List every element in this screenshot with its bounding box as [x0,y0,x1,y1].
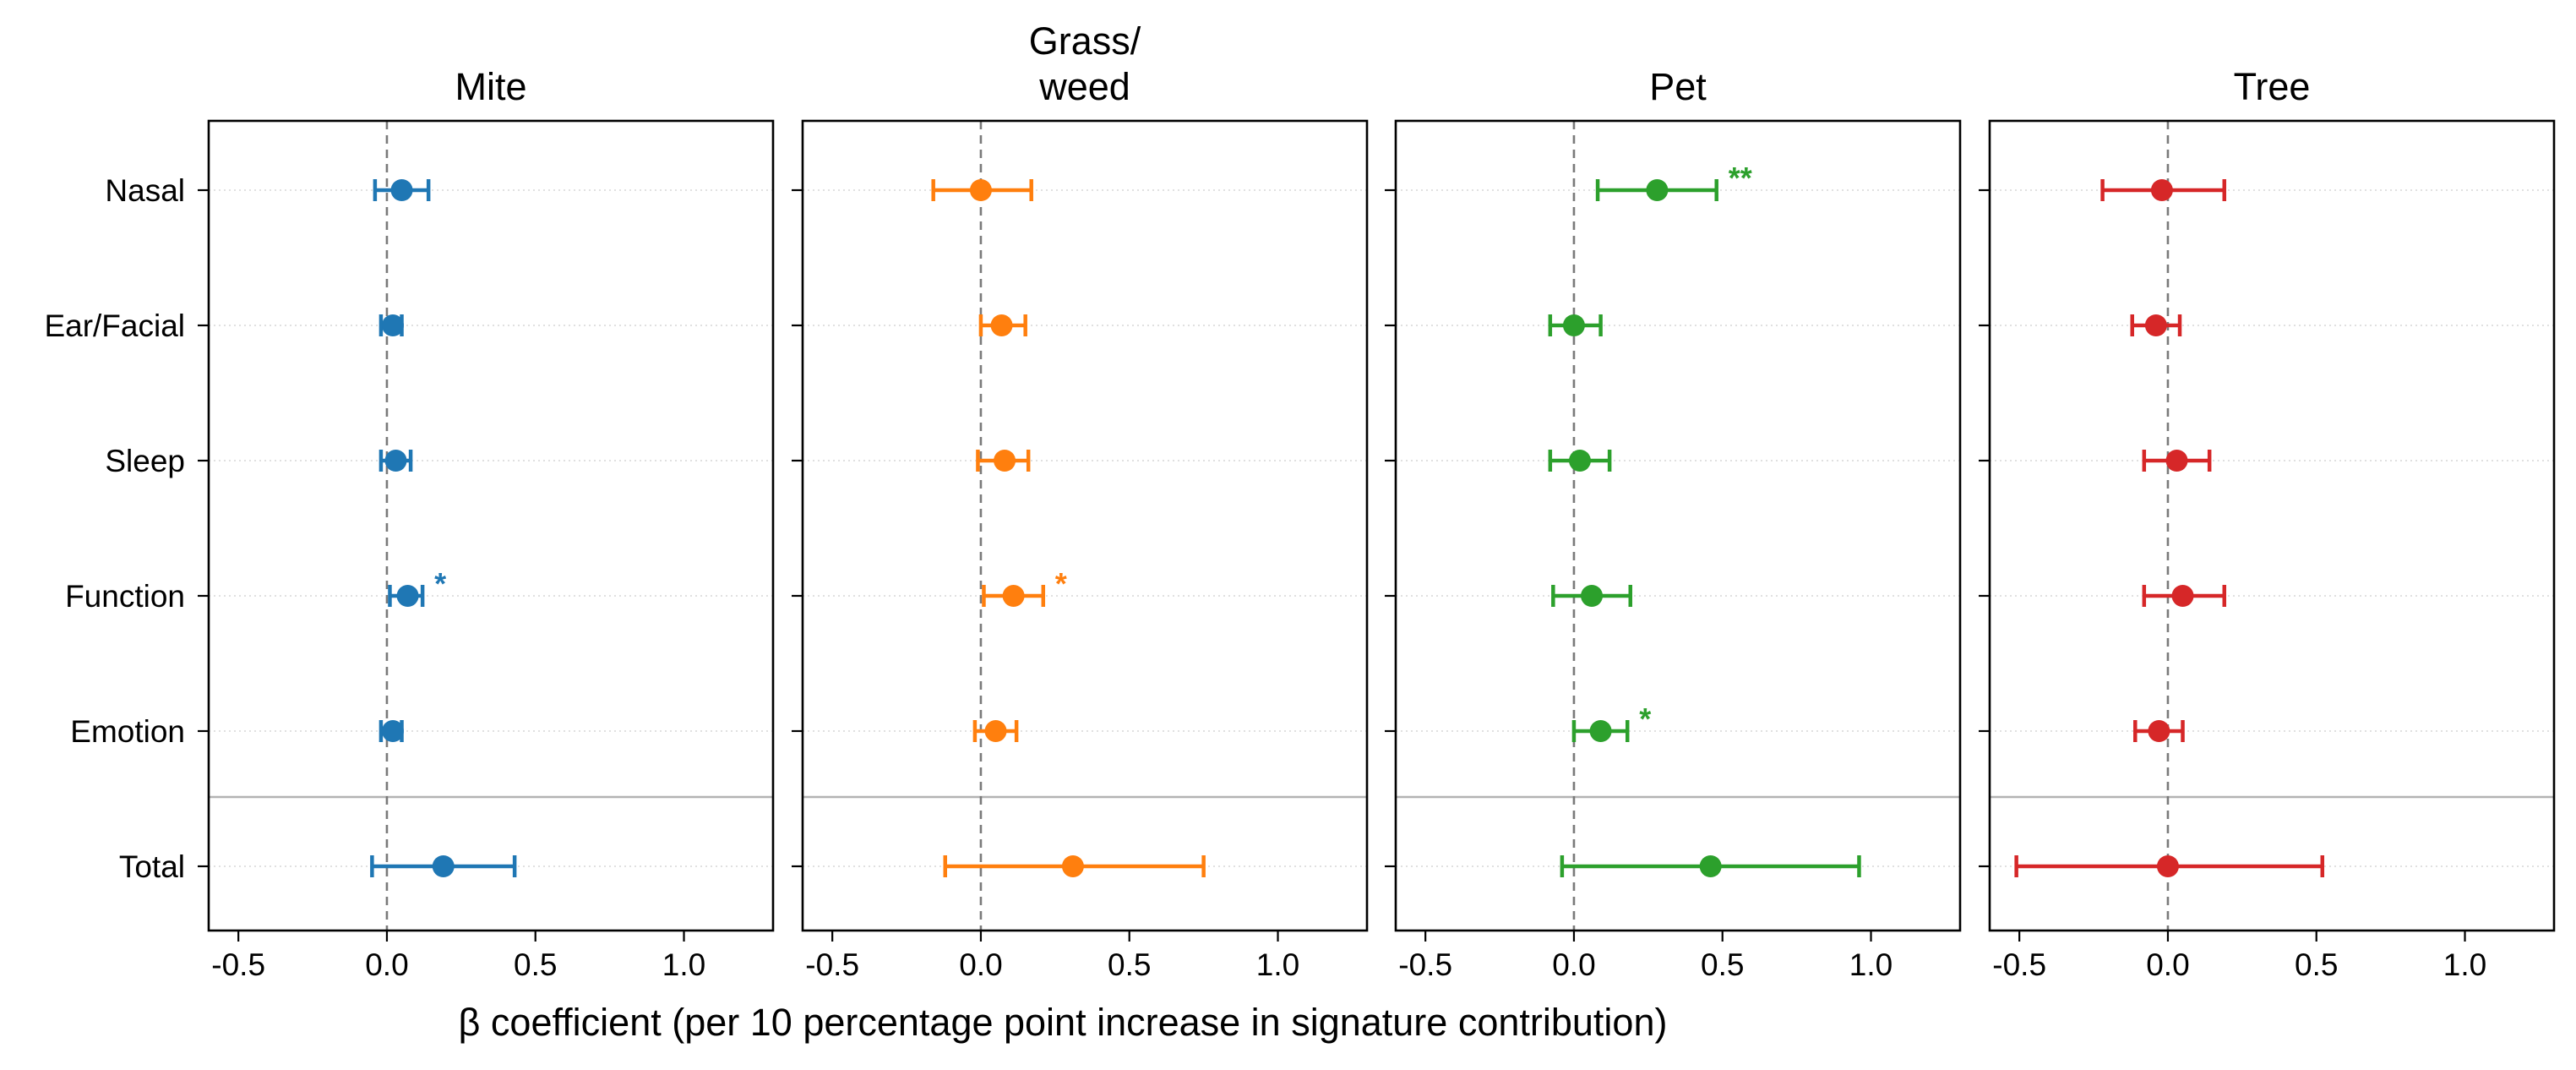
point-estimate-ear-facial [2144,314,2167,336]
panel-title-line: Pet [1649,65,1707,108]
point-estimate-ear-facial [1562,314,1585,336]
x-tick-label: 0.0 [2146,947,2189,982]
significance-marker-emotion: * [1639,702,1651,736]
point-estimate-function [1002,585,1025,607]
x-tick-label: 0.0 [365,947,408,982]
point-estimate-sleep [384,450,407,472]
x-tick-label: 0.5 [1701,947,1744,982]
x-tick-label: -0.5 [1992,947,2046,982]
point-estimate-total [432,855,455,877]
point-estimate-emotion [381,720,404,742]
panel-title-line: Mite [455,65,526,108]
x-tick-label: 1.0 [1849,947,1893,982]
x-axis-label: β coefficient (per 10 percentage point i… [459,1001,1668,1044]
point-estimate-nasal [2150,179,2173,201]
point-estimate-ear-facial [990,314,1013,336]
panel-title-tree: Tree [2234,65,2311,108]
panel-frame [1394,119,1962,932]
point-estimate-nasal [969,179,992,201]
panel-title-line: Grass/ [1029,19,1141,63]
x-tick-label: 0.0 [959,947,1002,982]
y-tick-label-nasal: Nasal [105,173,185,208]
panels-group: Nasal Ear/Facial Sleep Function Emotion Total… [44,19,2556,982]
panel-frame [207,119,775,932]
panel-title-pet: Pet [1649,65,1707,108]
panel-title-grass-weed: Grass/weed [1029,19,1141,108]
point-estimate-total [2156,855,2179,877]
point-estimate-function [2171,585,2194,607]
panel-frame [801,119,1369,932]
x-tick-label: 1.0 [1256,947,1299,982]
point-estimate-emotion [1589,720,1612,742]
y-tick-label-emotion: Emotion [70,714,185,749]
panel-mite: Nasal Ear/Facial Sleep Function Emotion Total… [44,65,775,982]
y-tick-label-sleep: Sleep [105,444,185,478]
panel-grass-weed: -0.5 0.0 0.5 1.0 Grass/weed * [792,19,1369,982]
x-tick-label: 0.5 [1108,947,1151,982]
y-tick-label-function: Function [65,579,185,614]
point-estimate-sleep [1568,450,1591,472]
significance-marker-function: * [434,566,446,601]
significance-marker-function: * [1055,566,1067,601]
significance-marker-nasal: ** [1729,161,1752,195]
x-tick-label: 0.5 [2295,947,2338,982]
point-estimate-nasal [1646,179,1669,201]
panel-tree: -0.5 0.0 0.5 1.0 Tree [1979,65,2556,982]
panel-title-line: Tree [2234,65,2311,108]
point-estimate-sleep [994,450,1016,472]
panel-title-line: weed [1038,65,1130,108]
x-tick-label: 0.0 [1552,947,1595,982]
panel-title-mite: Mite [455,65,526,108]
x-tick-label: -0.5 [1398,947,1452,982]
x-tick-label: -0.5 [211,947,265,982]
point-estimate-sleep [2165,450,2188,472]
x-tick-label: 1.0 [662,947,705,982]
point-estimate-total [1061,855,1084,877]
point-estimate-emotion [2148,720,2170,742]
point-estimate-function [1581,585,1604,607]
panel-frame [1988,119,2556,932]
x-tick-label: -0.5 [805,947,859,982]
point-estimate-emotion [984,720,1007,742]
point-estimate-nasal [390,179,413,201]
x-tick-label: 1.0 [2443,947,2486,982]
point-estimate-ear-facial [381,314,404,336]
point-estimate-total [1699,855,1722,877]
point-estimate-function [396,585,419,607]
y-tick-label-ear-facial: Ear/Facial [44,308,185,343]
y-tick-label-total: Total [119,849,185,884]
x-tick-label: 0.5 [514,947,557,982]
